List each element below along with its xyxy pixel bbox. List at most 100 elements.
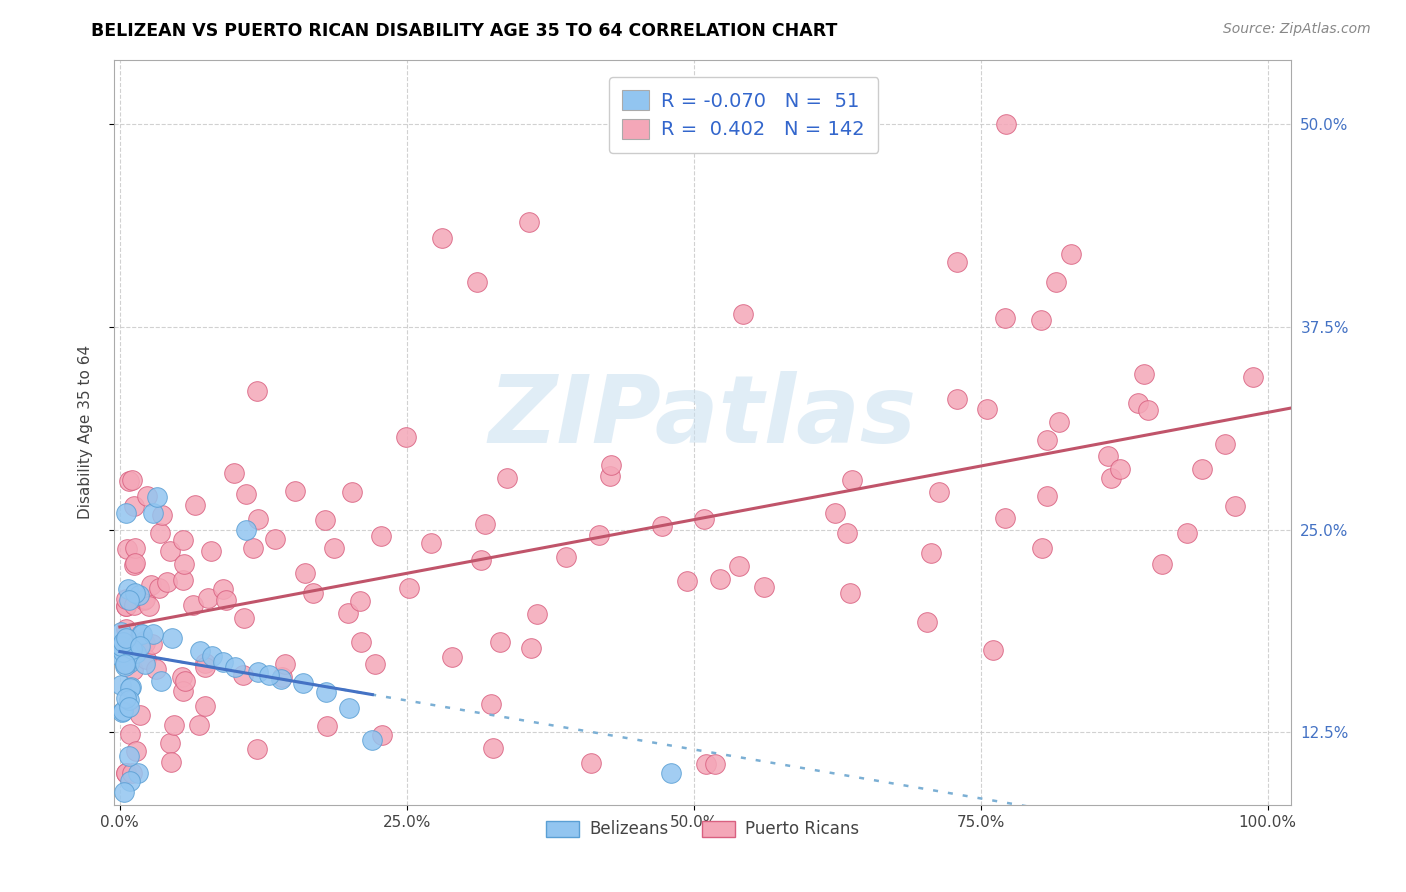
Point [264, 532, 287, 546]
Point [145, 490, 167, 504]
Point [114, 599, 136, 613]
Point [150, 674, 173, 689]
Point [160, 755, 183, 769]
Point [159, 736, 181, 750]
Point [246, 665, 269, 680]
Point [159, 544, 181, 558]
Point [172, 573, 194, 587]
Point [520, 641, 543, 656]
Point [124, 646, 146, 660]
Point [134, 592, 156, 607]
Point [361, 733, 384, 747]
Point [1036, 433, 1059, 447]
Legend: Belizeans, Puerto Ricans: Belizeans, Puerto Ricans [538, 814, 866, 845]
Point [994, 310, 1017, 325]
Point [131, 626, 153, 640]
Text: BELIZEAN VS PUERTO RICAN DISABILITY AGE 35 TO 64 CORRELATION CHART: BELIZEAN VS PUERTO RICAN DISABILITY AGE … [91, 22, 838, 40]
Point [315, 684, 337, 698]
Point [136, 489, 159, 503]
Point [183, 498, 205, 512]
Point [270, 672, 292, 686]
Point [118, 699, 141, 714]
Point [659, 765, 682, 780]
Point [517, 214, 540, 228]
Point [117, 645, 139, 659]
Point [242, 541, 264, 555]
Point [188, 644, 211, 658]
Point [274, 657, 297, 671]
Point [121, 473, 143, 487]
Point [128, 588, 150, 602]
Point [112, 785, 135, 799]
Point [201, 648, 224, 663]
Point [465, 275, 488, 289]
Point [1213, 437, 1236, 451]
Point [284, 483, 307, 498]
Text: ZIPatlas: ZIPatlas [488, 371, 917, 464]
Point [111, 704, 134, 718]
Point [839, 586, 862, 600]
Point [336, 606, 359, 620]
Point [432, 231, 454, 245]
Point [235, 523, 257, 537]
Point [150, 508, 173, 523]
Point [482, 741, 505, 756]
Point [129, 708, 152, 723]
Point [114, 656, 136, 670]
Point [232, 668, 254, 682]
Point [132, 593, 155, 607]
Point [651, 519, 673, 533]
Point [118, 681, 141, 695]
Point [124, 556, 146, 570]
Point [395, 430, 418, 444]
Point [121, 664, 143, 678]
Point [1097, 449, 1119, 463]
Point [599, 458, 621, 473]
Point [129, 627, 152, 641]
Point [1035, 489, 1057, 503]
Point [323, 541, 346, 556]
Point [194, 656, 217, 670]
Point [132, 634, 155, 648]
Point [149, 525, 172, 540]
Point [188, 718, 211, 732]
Point [302, 586, 325, 600]
Point [1128, 396, 1150, 410]
Point [114, 659, 136, 673]
Point [174, 673, 197, 688]
Point [115, 690, 138, 705]
Point [145, 662, 167, 676]
Point [118, 474, 141, 488]
Point [112, 635, 135, 649]
Point [496, 471, 519, 485]
Point [120, 727, 142, 741]
Point [995, 117, 1018, 131]
Point [441, 650, 464, 665]
Point [141, 578, 163, 592]
Point [1150, 558, 1173, 572]
Point [350, 635, 373, 649]
Point [124, 541, 146, 556]
Point [314, 512, 336, 526]
Y-axis label: Disability Age 35 to 64: Disability Age 35 to 64 [79, 345, 93, 519]
Point [1060, 247, 1083, 261]
Point [134, 635, 156, 649]
Point [122, 598, 145, 612]
Point [555, 550, 578, 565]
Point [1099, 471, 1122, 485]
Point [194, 698, 217, 713]
Point [129, 639, 152, 653]
Point [588, 528, 610, 542]
Point [599, 468, 621, 483]
Point [371, 728, 394, 742]
Point [731, 307, 754, 321]
Point [122, 499, 145, 513]
Point [162, 631, 184, 645]
Point [135, 651, 157, 665]
Point [173, 557, 195, 571]
Point [675, 574, 697, 589]
Point [224, 660, 246, 674]
Point [340, 484, 363, 499]
Point [927, 484, 949, 499]
Point [704, 757, 727, 772]
